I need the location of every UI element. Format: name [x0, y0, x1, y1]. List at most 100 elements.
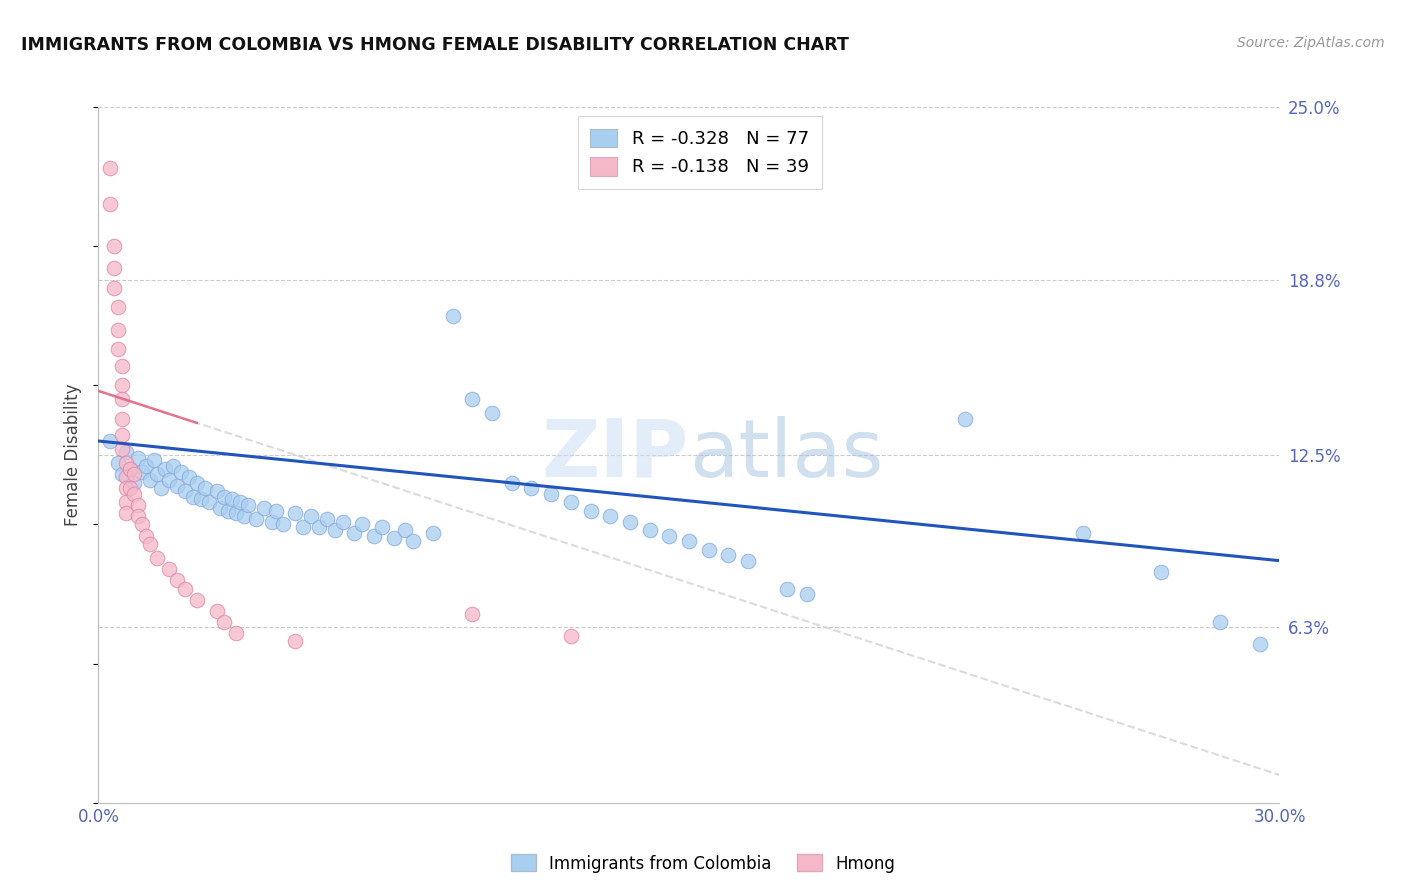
- Point: [98, 434, 121, 448]
- Point: [253, 500, 276, 515]
- Text: IMMIGRANTS FROM COLOMBIA VS HMONG FEMALE DISABILITY CORRELATION CHART: IMMIGRANTS FROM COLOMBIA VS HMONG FEMALE…: [21, 36, 849, 54]
- Point: [225, 507, 247, 521]
- Point: [315, 512, 337, 526]
- Point: [103, 239, 125, 253]
- Point: [122, 467, 145, 482]
- Point: [135, 458, 157, 473]
- Point: [343, 525, 366, 540]
- Point: [599, 509, 621, 524]
- Point: [1209, 615, 1232, 629]
- Point: [205, 484, 228, 499]
- Point: [332, 515, 354, 529]
- Point: [115, 507, 138, 521]
- Point: [394, 523, 416, 537]
- Point: [461, 392, 484, 407]
- Point: [111, 392, 134, 407]
- Point: [98, 197, 121, 211]
- Point: [233, 509, 256, 524]
- Point: [194, 481, 217, 495]
- Point: [107, 342, 129, 356]
- Point: [131, 517, 153, 532]
- Text: Source: ZipAtlas.com: Source: ZipAtlas.com: [1237, 36, 1385, 50]
- Point: [953, 411, 976, 425]
- Point: [217, 503, 239, 517]
- Point: [225, 626, 247, 640]
- Point: [115, 445, 138, 459]
- Point: [146, 550, 169, 565]
- Point: [111, 467, 134, 482]
- Point: [115, 456, 138, 470]
- Point: [138, 537, 160, 551]
- Point: [1150, 565, 1173, 579]
- Y-axis label: Female Disability: Female Disability: [65, 384, 83, 526]
- Point: [174, 484, 197, 499]
- Point: [461, 607, 484, 621]
- Point: [441, 309, 464, 323]
- Point: [197, 495, 219, 509]
- Point: [98, 161, 121, 176]
- Point: [131, 465, 153, 479]
- Point: [352, 517, 374, 532]
- Point: [122, 487, 145, 501]
- Point: [1071, 525, 1094, 540]
- Point: [146, 467, 169, 482]
- Point: [166, 573, 188, 587]
- Point: [155, 462, 177, 476]
- Point: [481, 406, 503, 420]
- Point: [127, 509, 149, 524]
- Point: [638, 523, 661, 537]
- Point: [501, 475, 523, 490]
- Point: [323, 523, 346, 537]
- Point: [166, 478, 188, 492]
- Point: [142, 453, 165, 467]
- Point: [658, 528, 681, 542]
- Point: [776, 582, 799, 596]
- Point: [737, 554, 759, 568]
- Point: [371, 520, 394, 534]
- Point: [103, 281, 125, 295]
- Point: [402, 534, 425, 549]
- Point: [181, 490, 204, 504]
- Point: [245, 512, 267, 526]
- Point: [186, 475, 208, 490]
- Point: [111, 428, 134, 442]
- Point: [299, 509, 322, 524]
- Point: [205, 604, 228, 618]
- Point: [520, 481, 543, 495]
- Point: [122, 475, 145, 490]
- Point: [308, 520, 330, 534]
- Point: [111, 378, 134, 392]
- Point: [118, 481, 141, 495]
- Point: [560, 629, 582, 643]
- Point: [115, 495, 138, 509]
- Point: [697, 542, 720, 557]
- Point: [560, 495, 582, 509]
- Legend: Immigrants from Colombia, Hmong: Immigrants from Colombia, Hmong: [505, 847, 901, 880]
- Point: [284, 634, 307, 648]
- Point: [579, 503, 602, 517]
- Point: [186, 592, 208, 607]
- Point: [678, 534, 700, 549]
- Point: [115, 470, 138, 484]
- Point: [363, 528, 385, 542]
- Text: atlas: atlas: [689, 416, 883, 494]
- Point: [540, 487, 562, 501]
- Point: [111, 442, 134, 457]
- Point: [619, 515, 641, 529]
- Point: [127, 498, 149, 512]
- Point: [111, 411, 134, 425]
- Point: [221, 492, 243, 507]
- Point: [162, 458, 184, 473]
- Point: [229, 495, 252, 509]
- Point: [157, 473, 180, 487]
- Point: [107, 301, 129, 315]
- Point: [103, 261, 125, 276]
- Point: [214, 615, 236, 629]
- Point: [292, 520, 315, 534]
- Point: [177, 470, 200, 484]
- Point: [260, 515, 283, 529]
- Point: [111, 359, 134, 373]
- Point: [209, 500, 232, 515]
- Point: [118, 462, 141, 476]
- Point: [717, 548, 740, 562]
